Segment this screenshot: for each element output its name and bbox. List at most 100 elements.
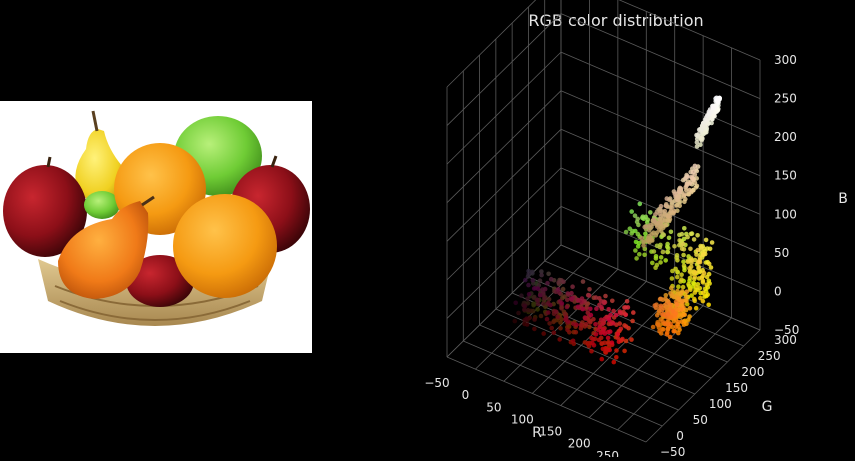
scatter-point [623,229,629,235]
scatter-point [693,270,698,275]
scatter-point [701,120,706,126]
scatter-point [674,302,680,307]
scatter-point [692,275,698,280]
scatter-point [523,277,528,283]
scatter-point [570,338,576,344]
scatter-point [680,284,686,290]
scatter-point [692,257,698,263]
scatter-point [580,306,586,312]
scatter-point [661,327,666,332]
scatter-point [630,318,635,324]
scatter-point [686,281,691,287]
scatter-point [524,322,530,327]
scatter-point [594,306,599,312]
scatter-point [688,246,693,252]
scatter-point [698,295,703,301]
scatter-point [579,300,584,305]
scatter-point [632,213,638,218]
scatter-point [681,263,687,269]
scatter-point [622,348,627,354]
scatter-point [715,99,721,105]
scatter-point [530,277,536,283]
scatter-point [673,324,679,330]
scatter-point [549,325,554,331]
scatter-point [655,224,660,229]
scatter-point [697,286,703,291]
scatter-point [551,330,557,336]
scatter-point [582,316,588,321]
grid-line-left-b [446,0,537,88]
scatter-point [711,113,716,119]
scatter-point [614,355,619,360]
scatter-point [560,286,566,292]
scatter-point [676,319,681,325]
scatter-point [532,326,537,332]
scatter-point [522,303,528,309]
scatter-point [653,265,658,271]
scatter-point [691,237,697,242]
scatter-point [642,224,647,230]
scatter-point [593,332,599,337]
scatter-point [658,303,664,309]
grid-line-floor-g [560,244,761,331]
scatter-point [687,275,693,281]
grid-line-left-b [446,51,562,165]
scatter-point [585,310,591,316]
x-tick-label: −50 [424,376,449,390]
scatter-point [546,271,551,277]
scatter-point [544,316,550,322]
scatter-point [559,306,564,311]
scatter-point [598,330,604,336]
y-axis-label: G [762,399,773,415]
scatter-point [599,304,604,310]
scatter-point [513,300,518,306]
scatter-point [565,297,570,303]
scatter-point [561,279,566,285]
scatter-point [606,341,611,346]
scatter-point [648,222,653,228]
scatter-point [605,335,611,341]
scatter-point [624,299,630,304]
scatter-point [701,124,707,129]
scatter-point [587,324,592,330]
scatter-point [512,318,518,324]
scatter-point [651,249,657,254]
scatter-point [653,256,659,261]
scatter-point [623,312,629,318]
scatter-point [637,201,643,207]
scatter-point [690,169,696,175]
scatter-point [683,196,688,202]
y-tick-label: 50 [693,413,708,427]
z-axis-label: B [838,191,848,207]
chart-title: RGB color distribution [528,11,703,30]
scatter-point [578,326,584,331]
scatter-point [643,231,648,237]
scatter-point [573,329,579,335]
scatter-point [657,329,662,334]
scatter-point [596,337,602,343]
scatter-point [665,245,671,251]
scatter-point [683,294,689,299]
scatter-point [602,316,608,322]
scatter-point [538,313,544,319]
scatter-point [620,336,625,342]
scatter-point [525,296,530,302]
scatter-point [602,340,607,346]
scatter-point [659,307,665,313]
scatter-point [542,296,547,301]
scatter-point [667,334,673,340]
chart-svg: RGB color distribution −5005010015020025… [424,0,848,461]
y-tick-label: 200 [741,365,764,379]
scatter-point [709,240,715,245]
z-tick-label: 250 [774,92,797,106]
scatter-point [672,209,677,214]
scatter-point [631,310,636,315]
y-tick-label: −50 [660,445,685,457]
x-tick-label: 100 [511,412,534,426]
scatter-point [676,330,681,336]
scatter-point [657,244,663,250]
scatter-point [703,237,709,243]
scatter-point [562,311,568,317]
scatter-point [684,289,690,295]
scatter-point [565,291,571,296]
